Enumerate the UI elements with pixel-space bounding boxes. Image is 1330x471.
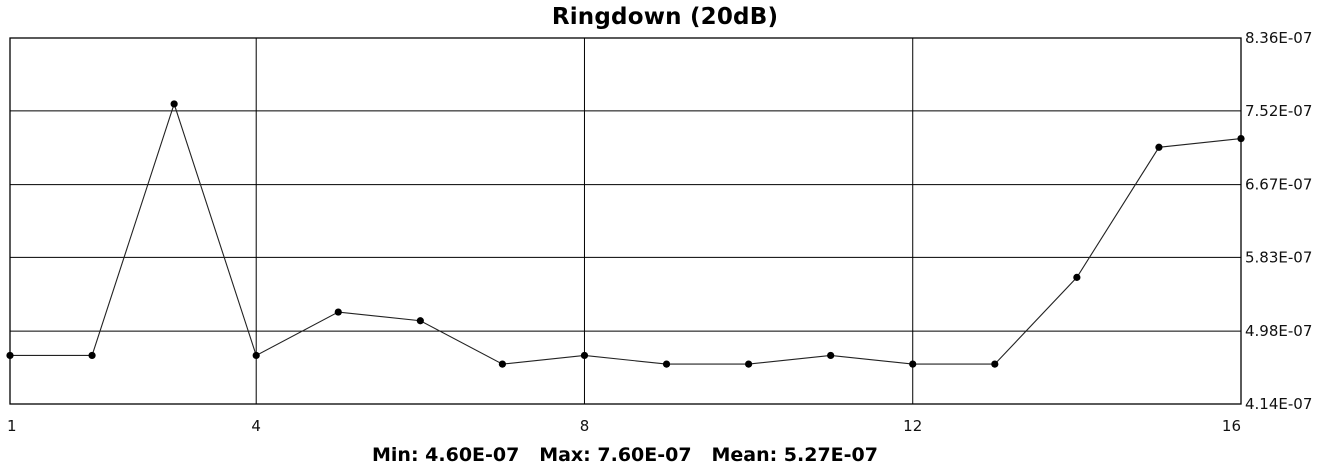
stat-mean: Mean: 5.27E-07 [711,444,878,466]
data-point [334,308,342,316]
x-tick-label: 8 [580,417,590,435]
y-tick-label: 7.52E-07 [1245,102,1312,120]
data-point [170,100,178,108]
data-point [88,351,96,360]
x-tick-label: 12 [903,417,922,435]
data-point [827,351,835,360]
data-point [580,351,589,360]
stat-max: Max: 7.60E-07 [539,444,692,466]
grid-layer [9,37,1242,405]
data-point [498,360,506,368]
data-point [252,351,260,360]
data-point [991,360,999,368]
x-tick-label: 1 [7,417,17,435]
plot-frame [9,37,1242,405]
data-point [1073,273,1081,281]
data-point [416,317,424,325]
chart-title: Ringdown (20dB) [551,4,779,30]
y-tick-label: 4.98E-07 [1245,322,1312,340]
data-point [909,360,917,368]
data-point [745,360,753,368]
y-tick-label: 6.67E-07 [1245,176,1312,194]
data-point [1155,143,1163,151]
x-tick-label: 16 [1222,417,1241,435]
y-tick-label: 4.14E-07 [1245,395,1312,413]
y-tick-label: 5.83E-07 [1245,248,1312,266]
series-line [10,102,1242,365]
tick-labels-layer: 4.14E-07 4.98E-07 5.83E-07 6.67E-07 7.52E-07… [7,29,1312,435]
x-tick-label: 4 [251,417,261,435]
points-layer [6,100,1245,368]
stats-line: Min: 4.60E-07 Max: 7.60E-07 Mean: 5.27E-… [0,444,1250,466]
series-layer [10,102,1242,365]
stat-min: Min: 4.60E-07 [372,444,520,466]
y-tick-label: 8.36E-07 [1245,29,1312,47]
data-point [662,360,671,368]
